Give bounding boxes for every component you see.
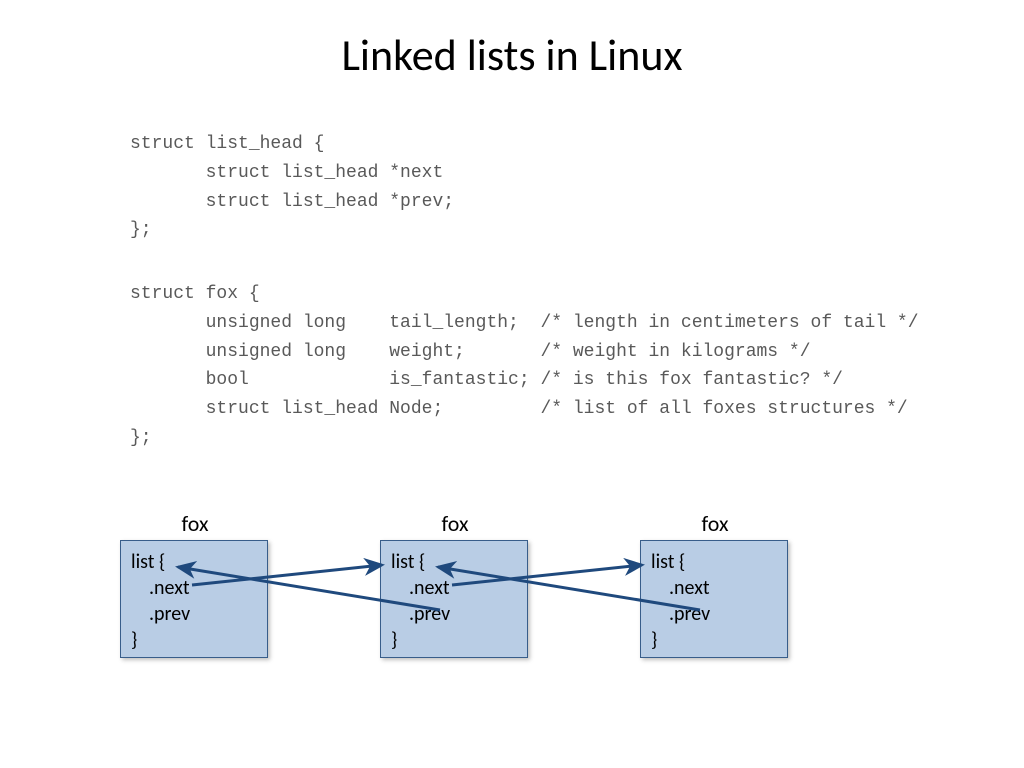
node-label-2: fox bbox=[380, 510, 530, 537]
node-label-1: fox bbox=[120, 510, 270, 537]
node-box-1: list { .next .prev } bbox=[120, 540, 268, 658]
node-box-3: list { .next .prev } bbox=[640, 540, 788, 658]
box3-l4: } bbox=[651, 627, 777, 653]
box3-l3: .prev bbox=[651, 601, 777, 627]
box3-l2: .next bbox=[651, 575, 777, 601]
code-struct-fox: struct fox { unsigned long tail_length; … bbox=[130, 280, 919, 453]
box1-l3: .prev bbox=[131, 601, 257, 627]
box1-l2: .next bbox=[131, 575, 257, 601]
code-list-head: struct list_head { struct list_head *nex… bbox=[130, 130, 454, 245]
box2-l4: } bbox=[391, 627, 517, 653]
box2-l1: list { bbox=[391, 549, 517, 575]
box2-l2: .next bbox=[391, 575, 517, 601]
box1-l1: list { bbox=[131, 549, 257, 575]
box1-l4: } bbox=[131, 627, 257, 653]
box2-l3: .prev bbox=[391, 601, 517, 627]
slide: Linked lists in Linux struct list_head {… bbox=[0, 0, 1024, 768]
node-label-3: fox bbox=[640, 510, 790, 537]
box3-l1: list { bbox=[651, 549, 777, 575]
node-box-2: list { .next .prev } bbox=[380, 540, 528, 658]
slide-title: Linked lists in Linux bbox=[0, 28, 1024, 82]
